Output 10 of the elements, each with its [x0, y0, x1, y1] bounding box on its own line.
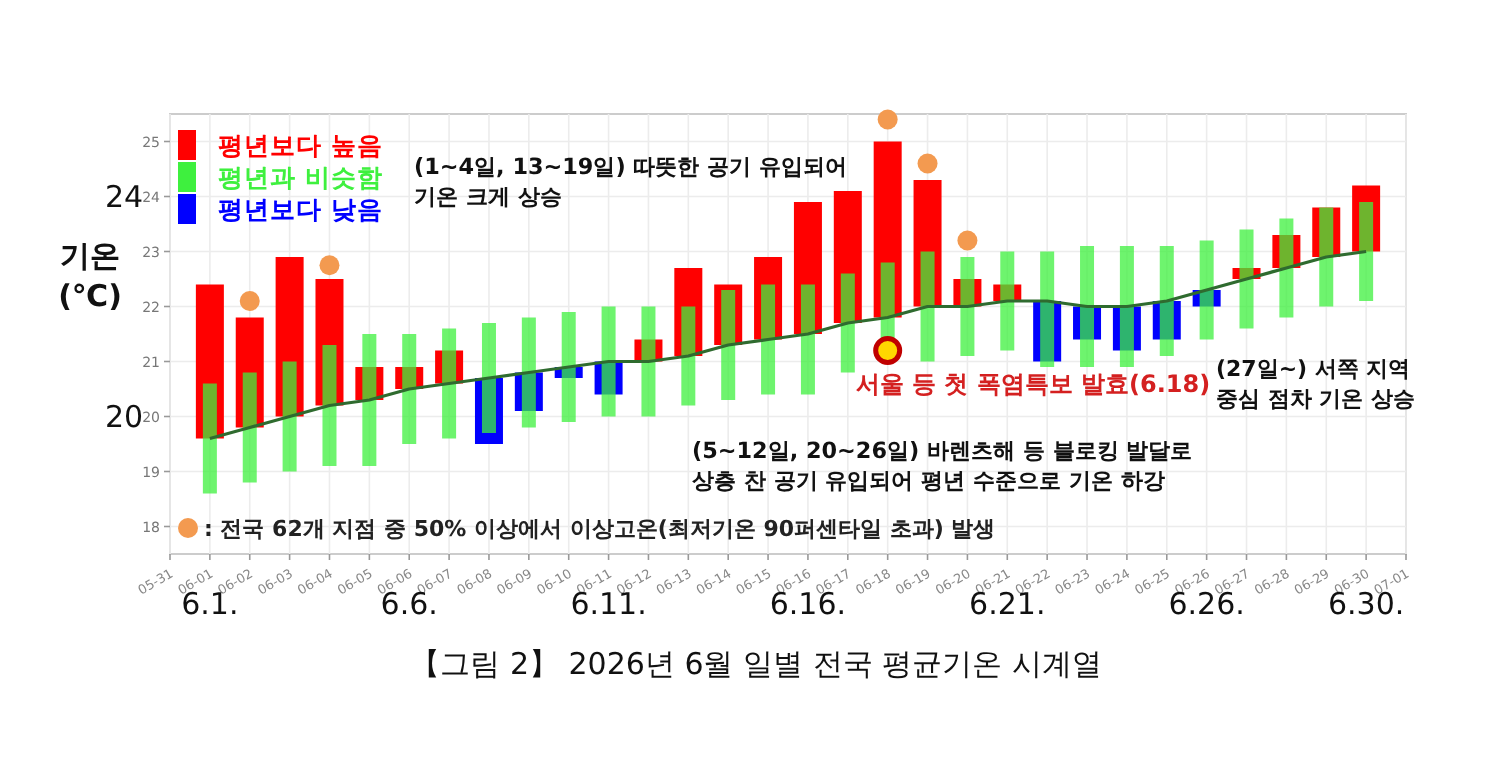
annotation: (5~12일, 20~26일) 바렌츠해 등 블로킹 발달로 상층 찬 공기 유입되어 평년 수준으로 기온 하강: [692, 436, 1193, 497]
annotation: (27일~) 서쪽 지역 중심 점차 기온 상승: [1216, 356, 1415, 416]
text: 【그림 2】 2026년 6월 일별 전국 평균기온 시계열: [408, 644, 1104, 685]
y-axis-title: 기온 (℃): [56, 236, 124, 317]
legend-label: 평년과 비슷함: [218, 162, 383, 192]
annotation: 서울 등 첫 폭염특보 발효(6.18): [855, 368, 1211, 401]
legend-label: 평년보다 높음: [218, 130, 383, 160]
legend-label: : 전국 62개 지점 중 50% 이상에서 이상고온(최저기온 90퍼센타일 초과) 발생: [204, 516, 996, 542]
legend-label: 평년보다 낮음: [218, 194, 383, 224]
annotation: (1~4일, 13~19일) 따뜻한 공기 유입되어 기온 크게 상승: [414, 152, 848, 213]
